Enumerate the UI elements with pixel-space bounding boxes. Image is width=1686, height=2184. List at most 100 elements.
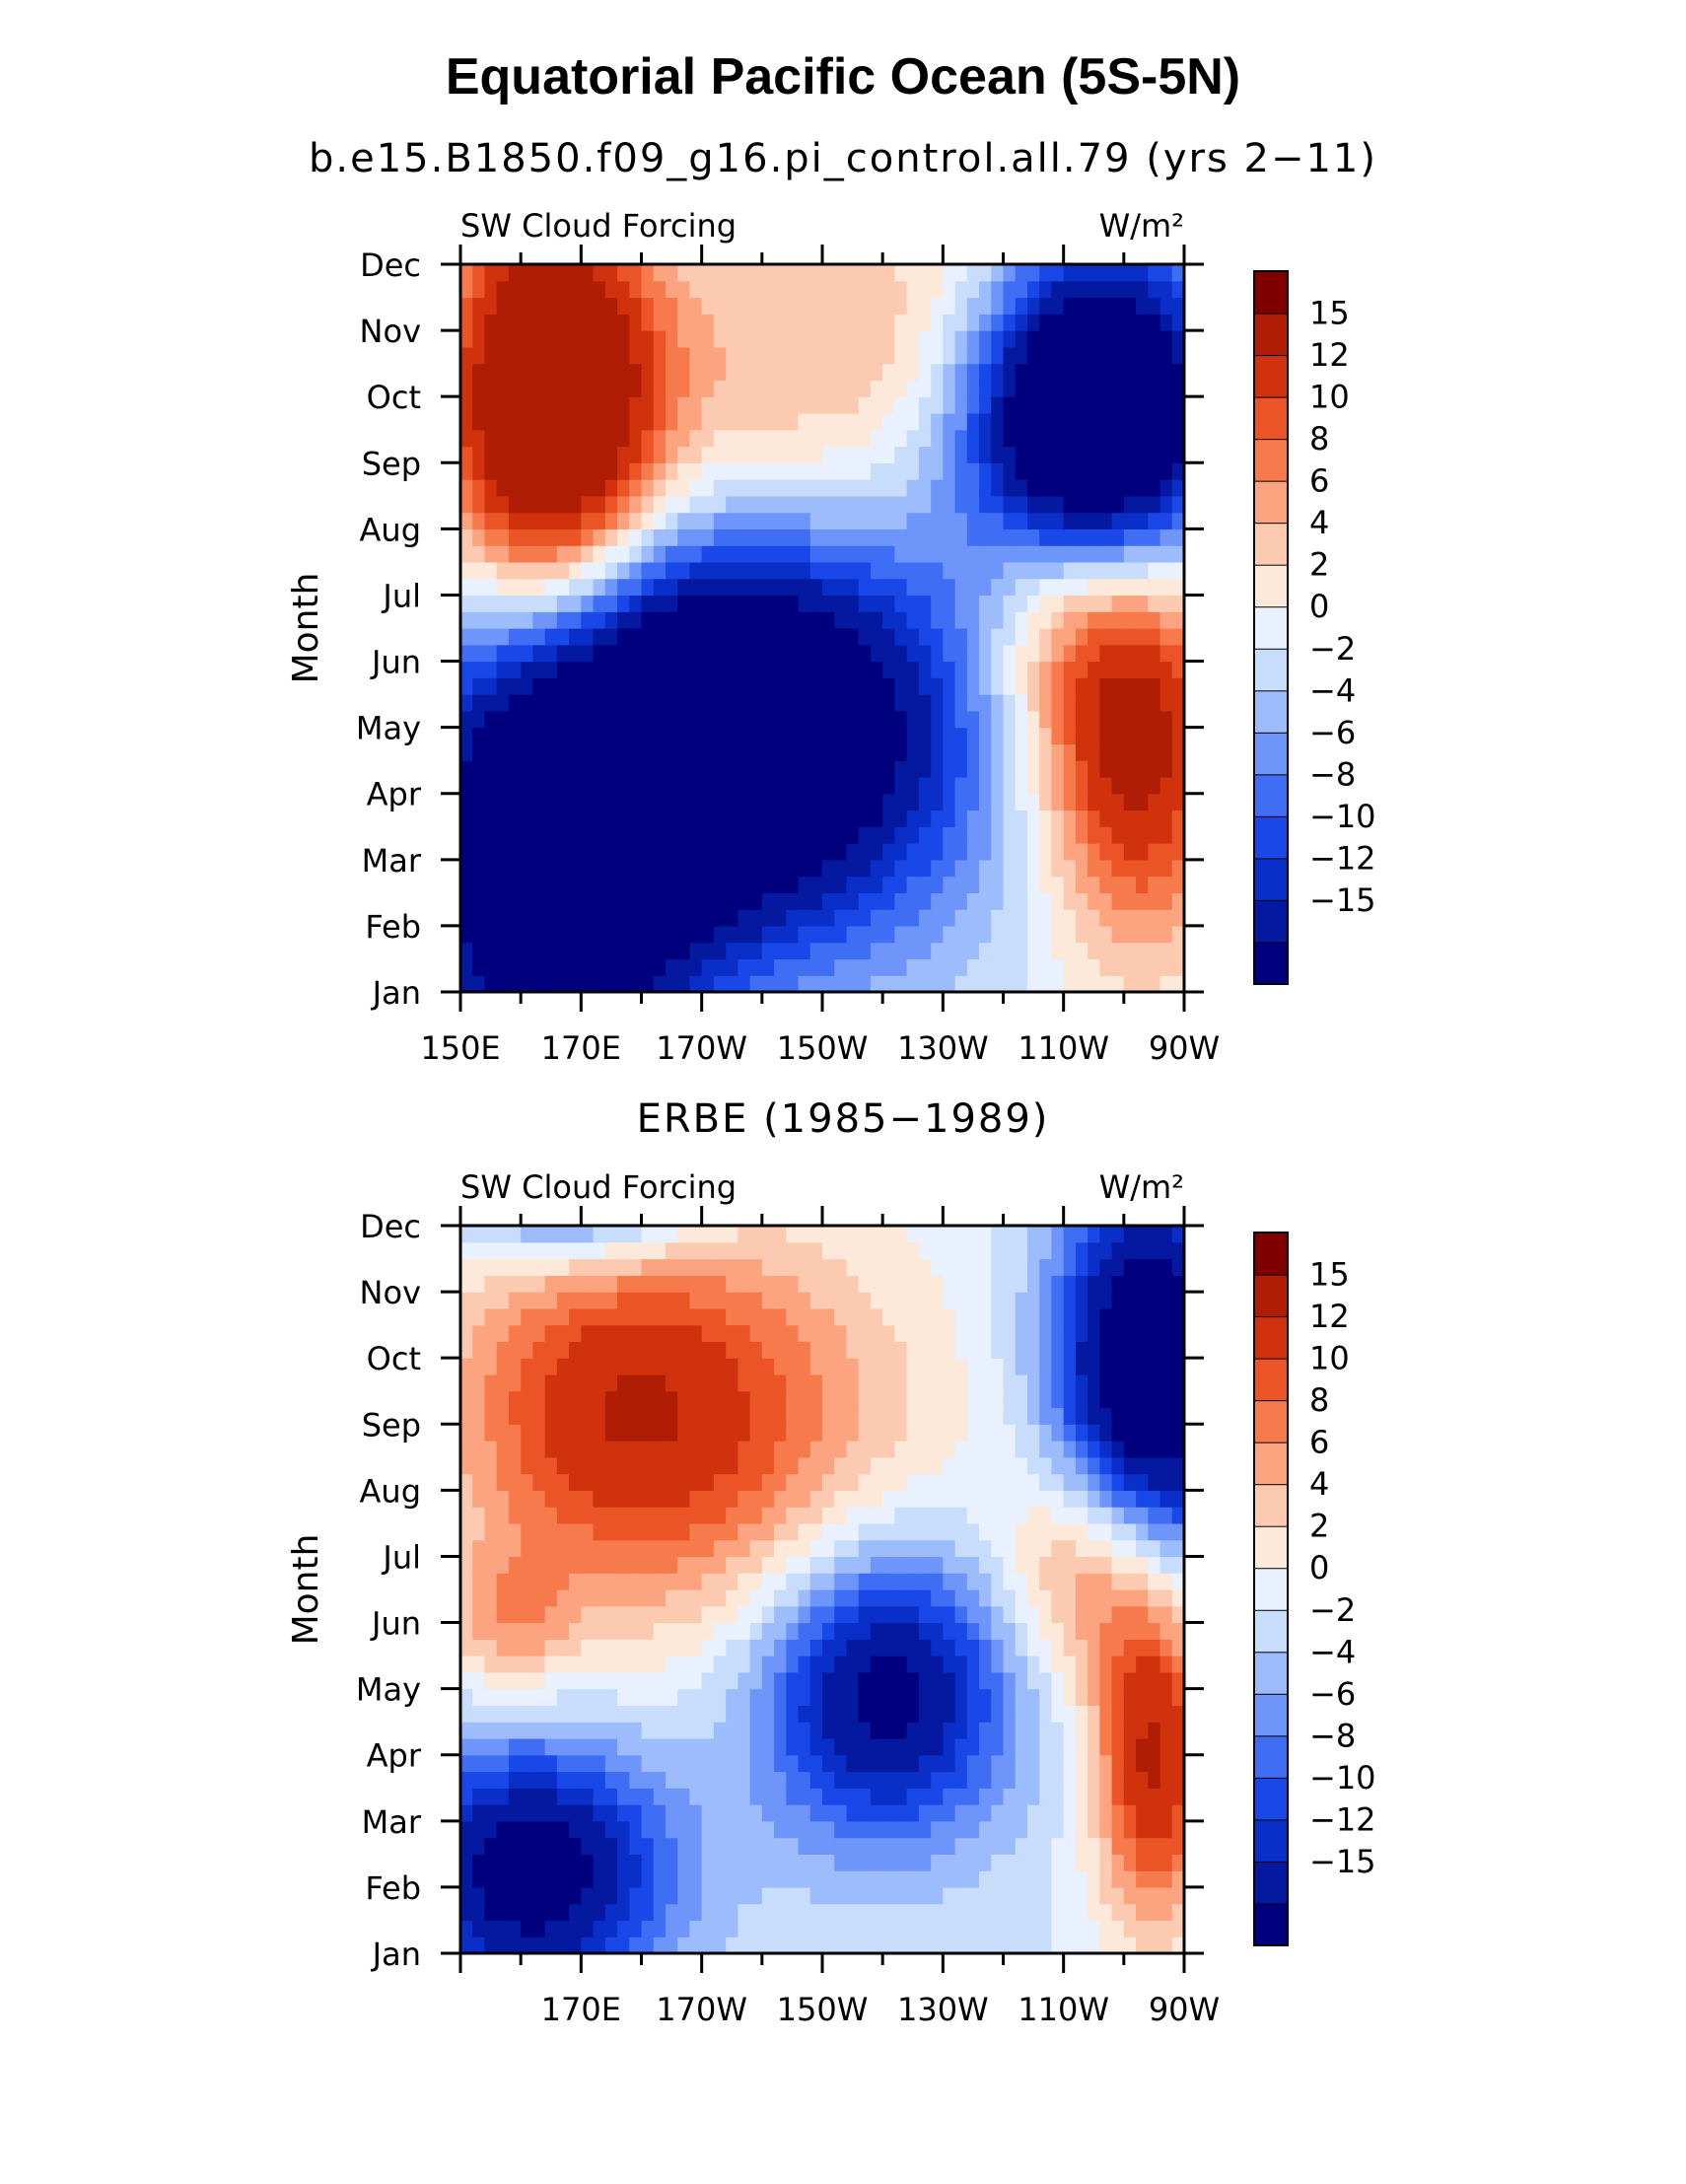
heatmap-cell: [750, 1937, 763, 1953]
heatmap-cell: [677, 462, 690, 479]
heatmap-cell: [569, 1424, 582, 1441]
heatmap-cell: [919, 1705, 932, 1722]
heatmap-cell: [1004, 926, 1017, 943]
heatmap-cell: [689, 728, 702, 744]
heatmap-cell: [882, 1374, 895, 1391]
heatmap-cell: [714, 579, 727, 596]
heatmap-cell: [532, 1408, 545, 1425]
heatmap-cell: [666, 760, 678, 777]
heatmap-cell: [979, 380, 992, 396]
heatmap-cell: [617, 943, 630, 959]
heatmap-cell: [859, 1523, 872, 1540]
heatmap-cell: [919, 1507, 932, 1523]
heatmap-cell: [617, 1887, 630, 1904]
heatmap-cell: [557, 579, 570, 596]
heatmap-cell: [484, 1672, 497, 1689]
heatmap-cell: [605, 528, 618, 545]
heatmap-cell: [943, 413, 955, 430]
heatmap-cell: [594, 380, 606, 396]
heatmap-cell: [545, 496, 558, 513]
heatmap-cell: [460, 1556, 473, 1573]
heatmap-cell: [714, 1523, 727, 1540]
heatmap-cell: [991, 1738, 1004, 1755]
y-tick-label: Feb: [365, 908, 421, 946]
colorbar-label: 10: [1309, 379, 1350, 416]
heatmap-cell: [786, 926, 799, 943]
heatmap-cell: [1099, 677, 1112, 694]
heatmap-cell: [509, 943, 522, 959]
heatmap-cell: [581, 645, 594, 662]
heatmap-cell: [1136, 975, 1149, 992]
heatmap-cell: [532, 1821, 545, 1838]
heatmap-cell: [931, 1474, 944, 1491]
heatmap-cell: [497, 1838, 510, 1855]
heatmap-cell: [822, 826, 835, 843]
heatmap-cell: [967, 1457, 980, 1474]
heatmap-cell: [738, 1672, 750, 1689]
heatmap-cell: [629, 1672, 642, 1689]
heatmap-cell: [1112, 1904, 1125, 1921]
heatmap-cell: [497, 1920, 510, 1937]
heatmap-cell: [967, 347, 980, 364]
heatmap-cell: [1064, 1424, 1077, 1441]
heatmap-cell: [931, 298, 944, 315]
heatmap-cell: [1027, 810, 1040, 827]
heatmap-cell: [654, 1457, 667, 1474]
heatmap-cell: [521, 447, 533, 463]
heatmap-cell: [967, 1920, 980, 1937]
heatmap-cell: [871, 843, 883, 860]
heatmap-cell: [991, 1904, 1004, 1921]
heatmap-cell: [762, 330, 775, 347]
heatmap-cell: [967, 545, 980, 562]
heatmap-cell: [689, 1441, 702, 1457]
heatmap-cell: [762, 628, 775, 645]
heatmap-cell: [726, 1788, 738, 1804]
heatmap-cell: [859, 1457, 872, 1474]
heatmap-cell: [750, 611, 763, 628]
heatmap-cell: [1136, 496, 1149, 513]
heatmap-cell: [666, 877, 678, 893]
heatmap-cell: [762, 1589, 775, 1606]
heatmap-cell: [642, 562, 655, 579]
heatmap-cell: [738, 645, 750, 662]
heatmap-cell: [859, 380, 872, 396]
heatmap-cell: [786, 595, 799, 611]
heatmap-cell: [594, 1738, 606, 1755]
heatmap-cell: [545, 430, 558, 447]
heatmap-cell: [509, 1424, 522, 1441]
heatmap-cell: [460, 462, 473, 479]
heatmap-cell: [967, 728, 980, 744]
heatmap-cell: [726, 943, 738, 959]
heatmap-cell: [509, 1772, 522, 1789]
heatmap-cell: [834, 1870, 847, 1887]
heatmap-cell: [967, 396, 980, 413]
heatmap-cell: [1004, 1424, 1017, 1441]
heatmap-cell: [822, 462, 835, 479]
y-tick-label: May: [356, 710, 421, 747]
heatmap-cell: [594, 1507, 606, 1523]
heatmap-cell: [532, 447, 545, 463]
heatmap-cell: [605, 1408, 618, 1425]
heatmap-cell: [532, 1623, 545, 1640]
heatmap-cell: [859, 1672, 872, 1689]
heatmap-cell: [1051, 1457, 1064, 1474]
heatmap-cell: [762, 1656, 775, 1672]
heatmap-cell: [642, 611, 655, 628]
heatmap-cell: [484, 826, 497, 843]
heatmap-cell: [509, 314, 522, 330]
colorbar-label: 4: [1309, 504, 1329, 541]
heatmap-cell: [617, 677, 630, 694]
heatmap-cell: [1027, 496, 1040, 513]
heatmap-cell: [1148, 413, 1160, 430]
heatmap-cell: [991, 1887, 1004, 1904]
heatmap-cell: [1112, 314, 1125, 330]
heatmap-cell: [882, 1672, 895, 1689]
heatmap-cell: [666, 447, 678, 463]
heatmap-cell: [617, 1408, 630, 1425]
heatmap-cell: [629, 1325, 642, 1342]
heatmap-cell: [1064, 1788, 1077, 1804]
heatmap-cell: [1160, 1705, 1173, 1722]
heatmap-cell: [774, 1722, 787, 1738]
heatmap-cell: [943, 528, 955, 545]
heatmap-cell: [750, 1490, 763, 1507]
